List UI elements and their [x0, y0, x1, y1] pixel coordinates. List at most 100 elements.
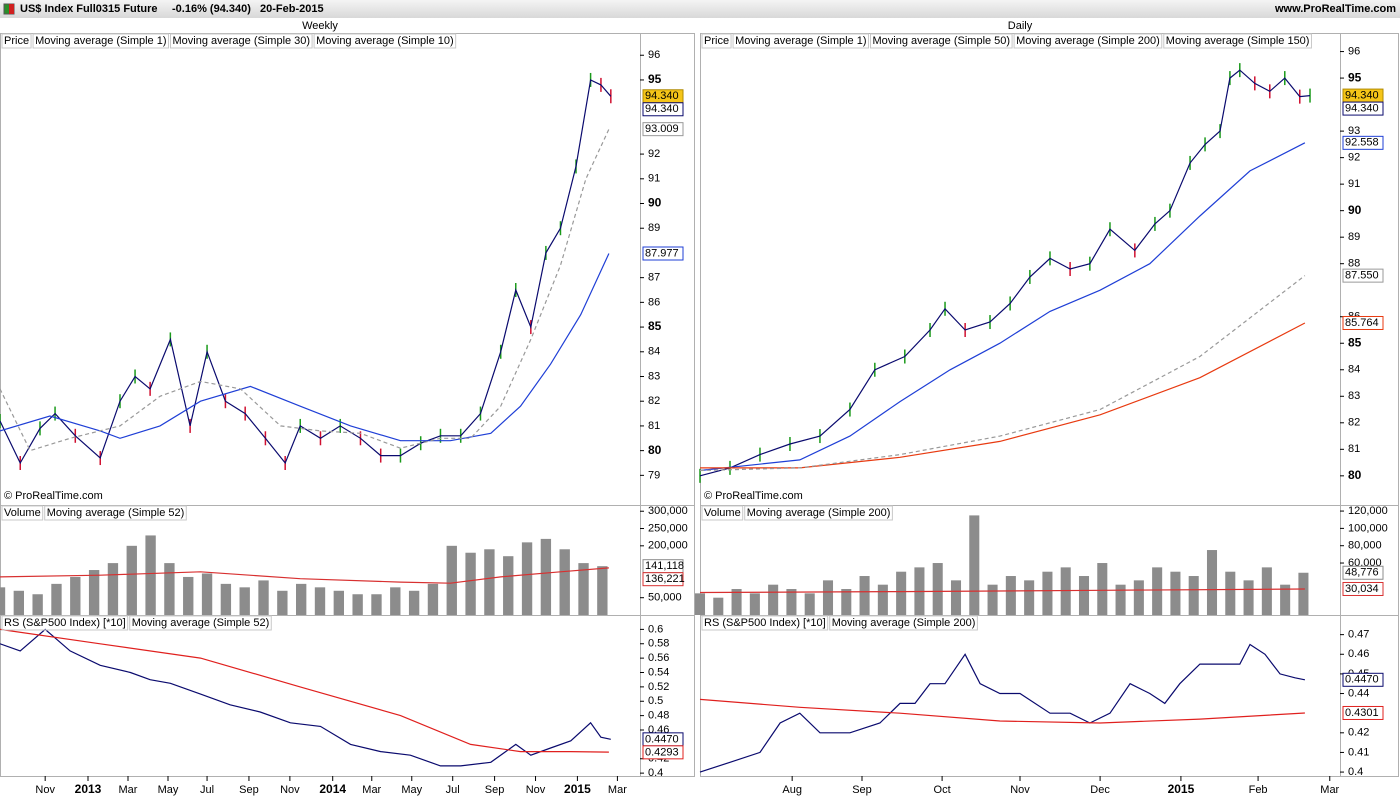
price-line [699, 69, 1311, 477]
y-tick-label: 84 [648, 346, 660, 358]
y-tick-label: 120,000 [1348, 505, 1388, 517]
volume-bar [446, 545, 457, 615]
volume-bar [1024, 580, 1035, 615]
y-tick-label: 95 [1348, 70, 1362, 84]
volume-bar [1005, 576, 1016, 615]
volume-bar [731, 589, 742, 615]
value-box [1342, 672, 1384, 687]
value-box [642, 572, 684, 587]
y-tick-label: 90 [1348, 203, 1362, 217]
volume-bar [1115, 584, 1126, 615]
panel-frame [0, 505, 695, 616]
y-tick-label: 84 [1348, 364, 1360, 376]
value-box [1342, 101, 1384, 116]
legend-box [129, 615, 272, 631]
legend-box [1163, 33, 1312, 49]
volume-bar [1097, 563, 1108, 615]
y-tick-label: 83 [1348, 390, 1360, 402]
y-tick-label: 0.44 [1348, 687, 1369, 699]
x-tick-label: Feb [1249, 784, 1268, 796]
y-tick-label: 0.48 [648, 710, 669, 722]
y-tick-label: 93 [1348, 125, 1360, 137]
legend-box [32, 33, 170, 49]
x-tick-label: 2013 [75, 782, 102, 796]
timeframe-title: Daily [1008, 20, 1033, 32]
series-line [0, 253, 610, 442]
volume-bar [950, 580, 962, 615]
panel-frame [0, 615, 695, 777]
series-line [0, 128, 610, 452]
volume-bar [932, 563, 943, 615]
y-tick-label: 0.47 [1348, 629, 1369, 641]
volume-bar [183, 576, 194, 615]
legend-box [170, 33, 313, 49]
x-tick-label: Mar [1320, 784, 1339, 796]
volume-bar [32, 594, 43, 615]
volume-bar [559, 549, 570, 615]
volume-bar [786, 589, 797, 615]
y-tick-label: 0.52 [648, 681, 669, 693]
price-change: -0.16% (94.340) [172, 3, 251, 15]
site-link: www.ProRealTime.com [1274, 3, 1396, 15]
volume-bar [694, 593, 706, 615]
volume-bar [503, 556, 514, 615]
volume-bar [408, 590, 420, 615]
legend-entry: Moving average (Simple 1) [35, 35, 166, 47]
y-tick-label: 83 [648, 370, 660, 382]
volume-bar [126, 545, 137, 615]
series-line [700, 322, 1306, 469]
y-tick-label: 0.4 [648, 767, 663, 779]
y-tick-label: 92 [648, 148, 660, 160]
value-box-label: 92.558 [1345, 137, 1379, 149]
value-box [642, 745, 684, 760]
value-box-label: 136,221 [645, 573, 685, 585]
value-box-label: 85.764 [1345, 317, 1379, 329]
volume-bar [768, 584, 779, 615]
y-tick-label: 0.6 [648, 623, 663, 635]
x-tick-label: Nov [35, 784, 55, 796]
y-tick-label: 90 [648, 196, 662, 210]
volume-bar [88, 570, 100, 615]
volume-bar [70, 576, 81, 615]
legend-box [1, 33, 32, 49]
volume-bar [1060, 567, 1071, 615]
y-tick-label: 96 [648, 49, 660, 61]
volume-bar [0, 587, 6, 615]
value-box-label: 94.340 [1345, 89, 1379, 101]
volume-bar [333, 590, 344, 615]
volume-bar [1206, 550, 1218, 615]
y-tick-label: 89 [648, 222, 660, 234]
volume-bar [427, 583, 439, 615]
x-tick-label: Mar [362, 784, 381, 796]
y-tick-label: 80 [648, 443, 662, 457]
value-box [1342, 565, 1384, 580]
legend-box [732, 33, 870, 49]
y-tick-label: 0.56 [648, 652, 669, 664]
x-tick-label: Mar [608, 784, 627, 796]
volume-bar [804, 593, 815, 615]
x-tick-label: Aug [782, 784, 802, 796]
y-tick-label: 95 [648, 72, 662, 86]
app-icon-part [9, 4, 14, 14]
volume-bar [1298, 572, 1309, 615]
volume-bar [822, 580, 834, 615]
legend-entry: Moving average (Simple 50) [873, 35, 1011, 47]
value-box-label: 94.340 [645, 103, 679, 115]
legend-entry: Volume [4, 507, 41, 519]
watermark: © ProRealTime.com [704, 490, 803, 502]
y-tick-label: 92 [1348, 152, 1360, 164]
value-box-label: 141,118 [645, 560, 684, 572]
y-tick-label: 80,000 [1348, 540, 1382, 552]
y-tick-label: 80 [1348, 468, 1362, 482]
legend-entry: Moving average (Simple 200) [1016, 35, 1160, 47]
volume-bar [314, 587, 326, 615]
y-tick-label: 50,000 [648, 592, 682, 604]
x-tick-label: 2014 [319, 782, 346, 796]
volume-bar [258, 580, 269, 615]
volume-bar [578, 563, 589, 615]
quote-date: 20-Feb-2015 [260, 3, 324, 15]
volume-bar [13, 590, 24, 615]
volume-bar [1188, 576, 1199, 615]
